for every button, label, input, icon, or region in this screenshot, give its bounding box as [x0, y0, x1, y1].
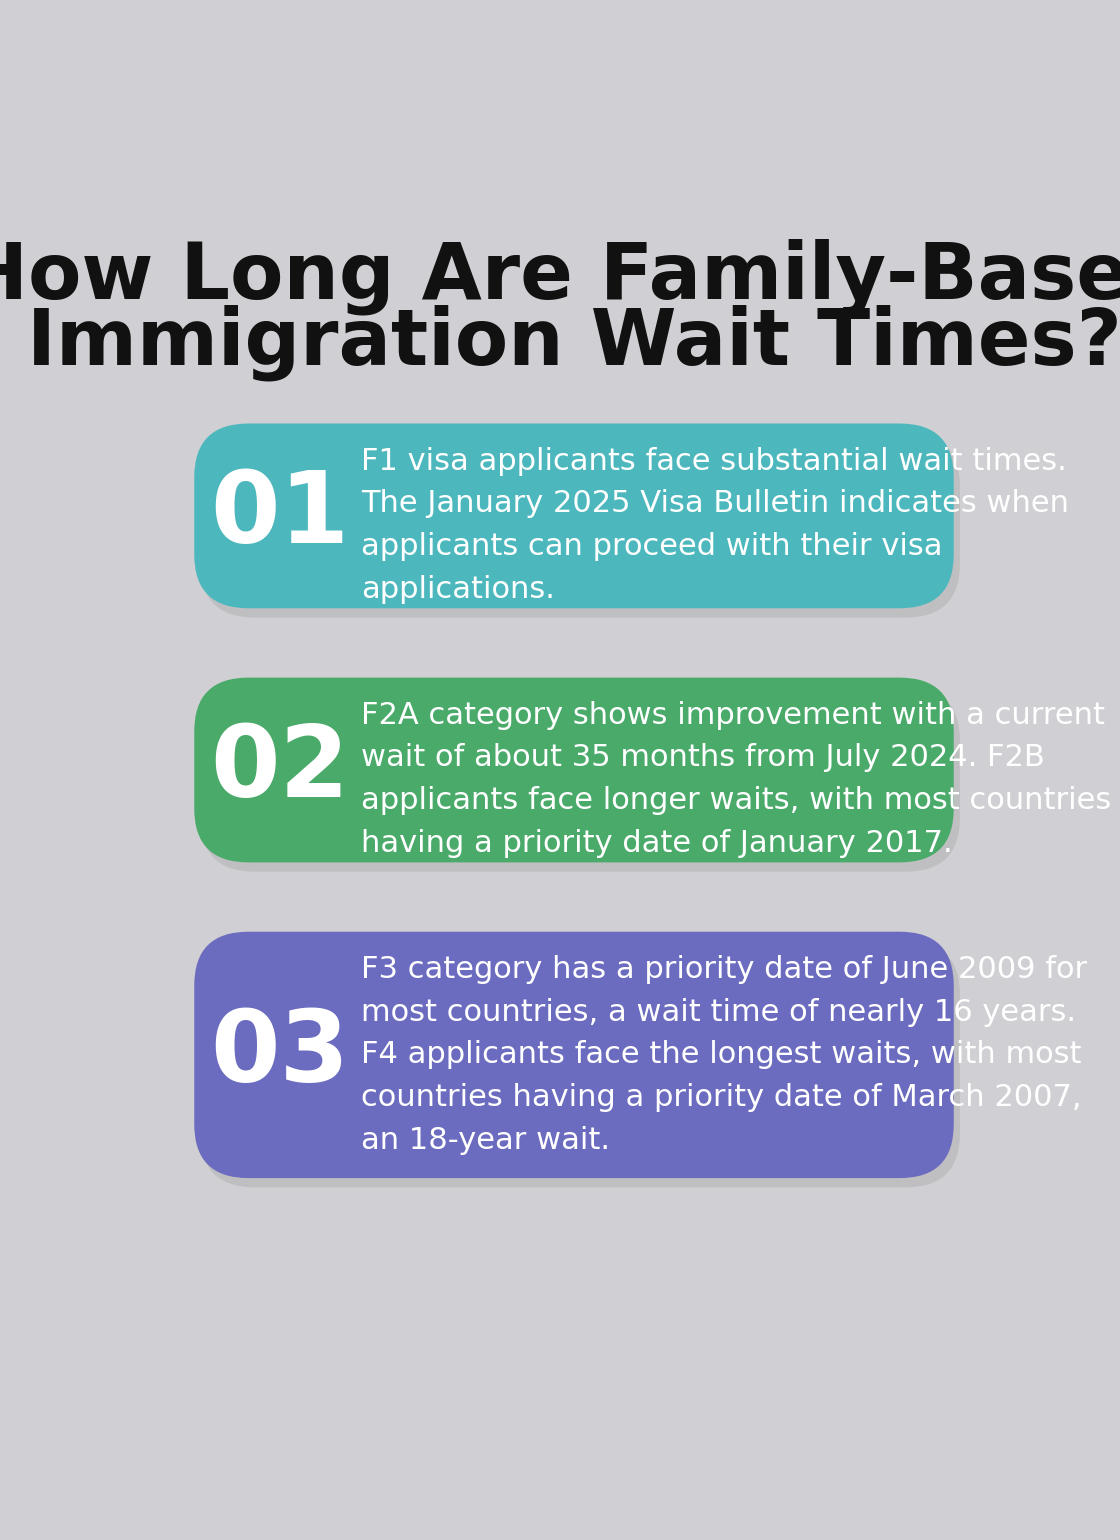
FancyBboxPatch shape — [194, 678, 954, 862]
FancyBboxPatch shape — [200, 687, 960, 872]
Text: 03: 03 — [209, 1007, 349, 1103]
Text: How Long Are Family-Based: How Long Are Family-Based — [0, 239, 1120, 316]
Text: Immigration Wait Times?: Immigration Wait Times? — [27, 303, 1120, 380]
FancyBboxPatch shape — [194, 424, 954, 608]
Text: F1 visa applicants face substantial wait times.
The January 2025 Visa Bulletin i: F1 visa applicants face substantial wait… — [361, 447, 1068, 604]
FancyBboxPatch shape — [200, 433, 960, 618]
FancyBboxPatch shape — [194, 932, 954, 1178]
Text: F2A category shows improvement with a current
wait of about 35 months from July : F2A category shows improvement with a cu… — [361, 701, 1111, 858]
Text: 02: 02 — [209, 722, 349, 818]
Text: F3 category has a priority date of June 2009 for
most countries, a wait time of : F3 category has a priority date of June … — [361, 955, 1088, 1155]
FancyBboxPatch shape — [200, 941, 960, 1187]
Text: 01: 01 — [209, 468, 349, 564]
